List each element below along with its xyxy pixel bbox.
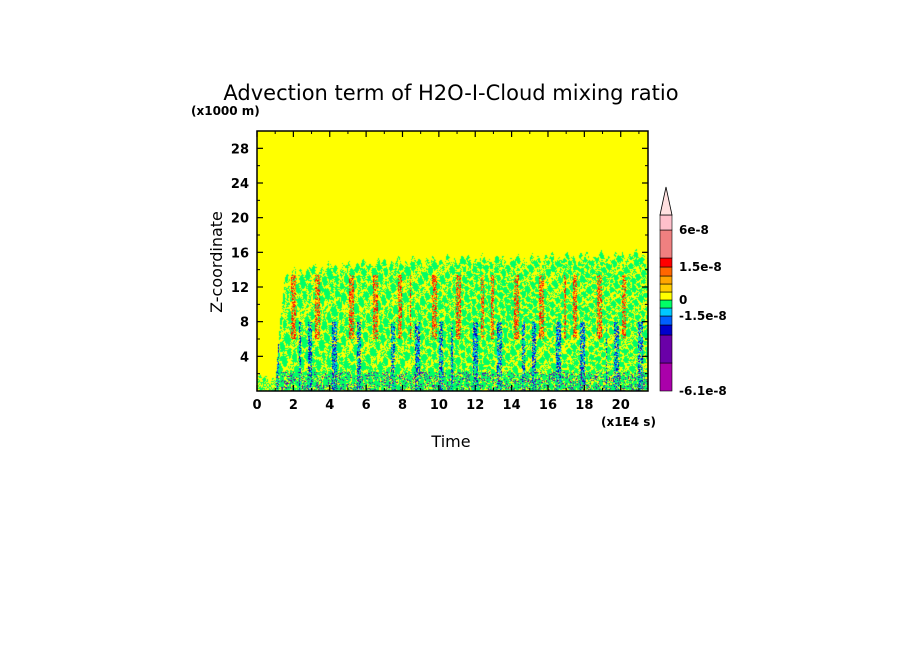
y-axis: 4 8 12 16 20 24 28 (231, 142, 648, 375)
y-tick-label: 20 (231, 212, 249, 227)
x-tick-label: 20 (612, 398, 630, 413)
colorbar-label: 1.5e-8 (679, 260, 722, 274)
colorbar-segment (659, 324, 673, 336)
colorbar-extend-arrow (659, 186, 673, 216)
y-tick-label: 16 (231, 246, 249, 261)
colorbar-label: -1.5e-8 (679, 309, 727, 323)
colorbar-segment (659, 315, 673, 326)
x-tick-label: 2 (289, 398, 298, 413)
colorbar-segment (659, 275, 673, 285)
colorbar-segment (659, 229, 673, 259)
x-tick-label: 18 (575, 398, 593, 413)
colorbar-label: 6e-8 (679, 223, 709, 237)
y-tick-label: 28 (231, 142, 249, 157)
y-tick-label: 24 (231, 177, 249, 192)
plot-frame (256, 130, 649, 392)
x-axis-label: Time (430, 432, 470, 451)
x-tick-label: 12 (466, 398, 484, 413)
x-tick-label: 16 (539, 398, 557, 413)
y-tick-label: 4 (240, 350, 249, 365)
x-tick-label: 8 (398, 398, 407, 413)
y-tick-label: 8 (240, 316, 249, 331)
colorbar-segment (659, 299, 673, 309)
heatmap-canvas (257, 131, 648, 391)
colorbar-segment (659, 283, 673, 293)
plot-area (256, 130, 649, 392)
colorbar-segment (659, 291, 673, 301)
y-tick-label: 12 (231, 281, 249, 296)
colorbar-segment (659, 214, 673, 231)
colorbar-segment (659, 362, 673, 392)
colorbar-label: -6.1e-8 (679, 384, 727, 398)
x-tick-label: 14 (503, 398, 521, 413)
x-tick-label: 4 (325, 398, 334, 413)
colorbar-segment (659, 266, 673, 277)
x-tick-label: 6 (362, 398, 371, 413)
colorbar-segment (659, 334, 673, 364)
x-tick-label: 0 (252, 398, 261, 413)
colorbar-segment (659, 257, 673, 268)
colorbar-segment (659, 307, 673, 317)
x-unit-label: (x1E4 s) (601, 415, 656, 429)
x-tick-label: 10 (430, 398, 448, 413)
colorbar-label: 0 (679, 293, 687, 307)
x-axis: 0 2 4 6 8 10 12 14 16 18 20 (252, 131, 640, 413)
heatmap-field (257, 131, 648, 391)
colorbar: -6.1e-8 -1.5e-8 0 1.5e-8 6e-8 (659, 186, 727, 398)
y-unit-label: (x1000 m) (191, 104, 260, 118)
chart-title: Advection term of H2O-I-Cloud mixing rat… (223, 81, 678, 105)
y-axis-label: Z-coordinate (207, 211, 226, 313)
